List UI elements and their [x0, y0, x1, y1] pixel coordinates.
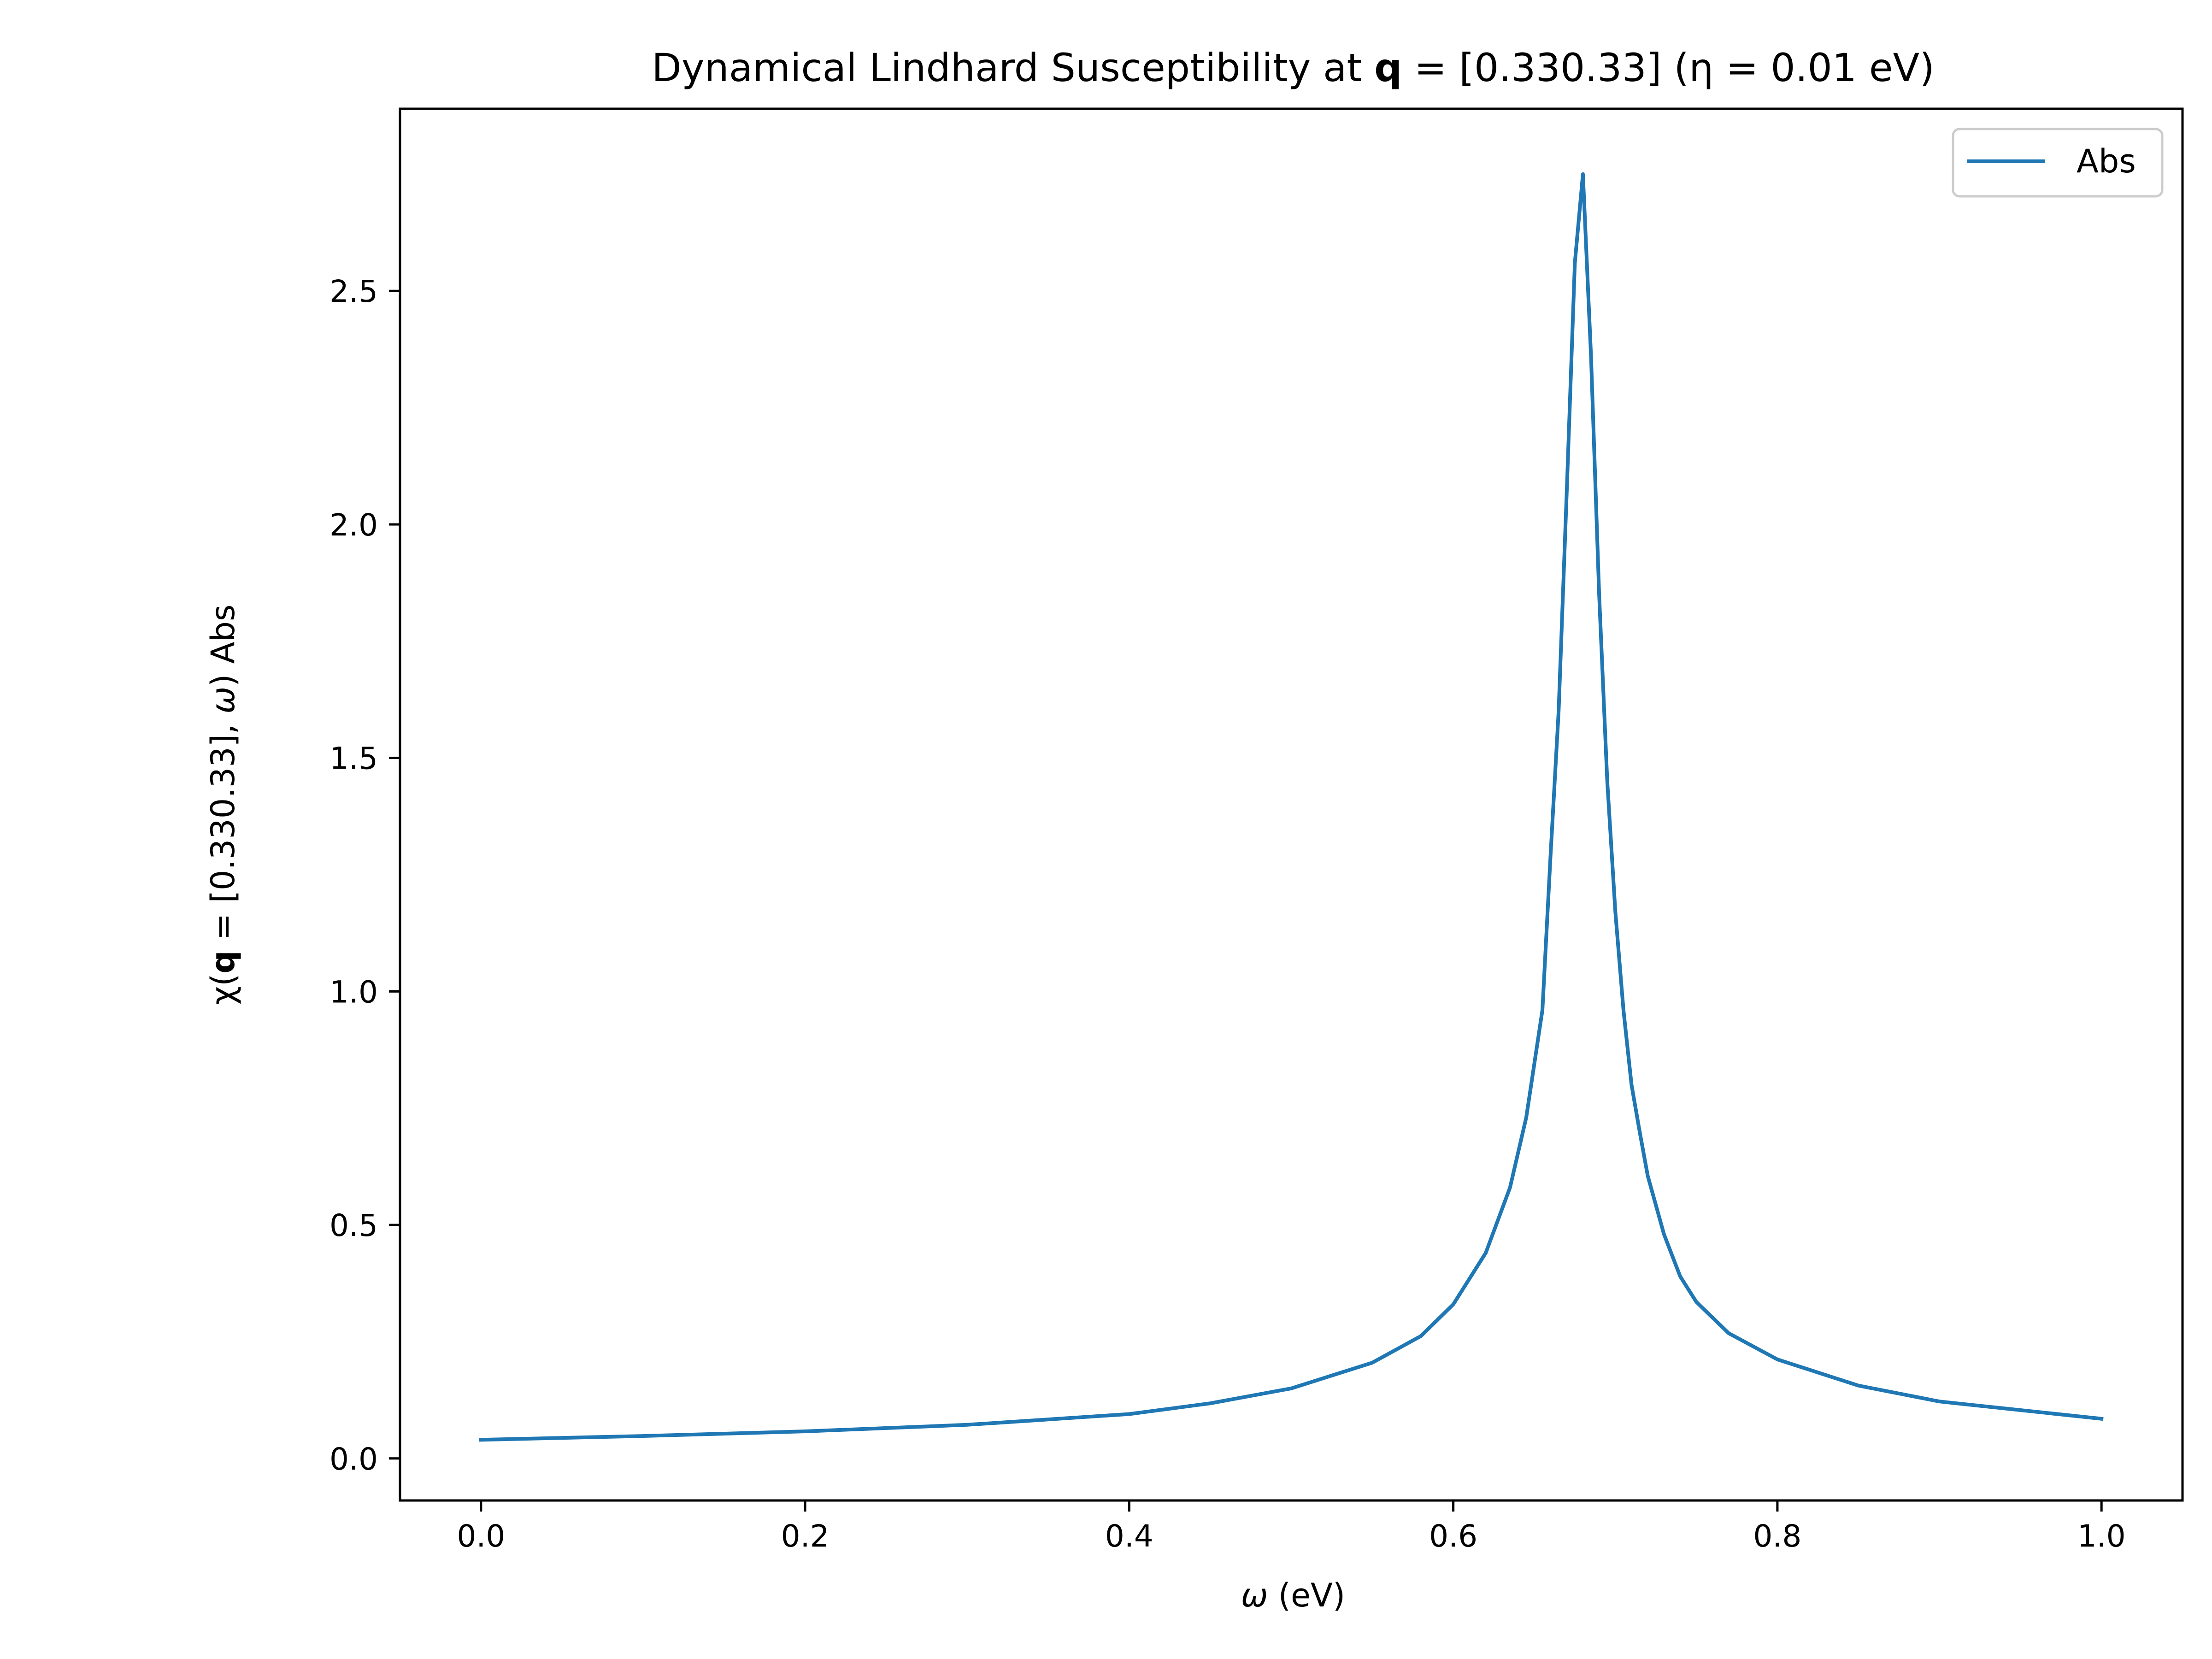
y-axis-label-bold-symbol: q	[204, 951, 242, 974]
chart-title-suffix: = [0.330.33] (η = 0.01 eV)	[1402, 45, 1935, 90]
chart-title-bold-symbol: q	[1374, 45, 1402, 90]
y-axis-label-part3: ) Abs	[204, 605, 242, 687]
series-line-abs	[479, 172, 2104, 1442]
series-layer	[479, 172, 2104, 1442]
chart-title: Dynamical Lindhard Susceptibility at q =…	[652, 45, 1935, 90]
y-tick-label: 2.5	[329, 274, 378, 309]
x-tick-label: 0.0	[457, 1518, 505, 1554]
x-tick-label: 0.2	[781, 1518, 830, 1554]
y-axis-ticks: 0.0 0.5 1.0 1.5 2.0 2.5	[329, 274, 400, 1477]
legend: Abs	[1952, 128, 2164, 198]
x-axis-label-rest: (eV)	[1268, 1577, 1345, 1614]
y-tick-label: 1.5	[329, 741, 378, 777]
chart-title-prefix: Dynamical Lindhard Susceptibility at	[652, 45, 1374, 90]
x-tick-label: 0.6	[1429, 1518, 1477, 1554]
x-tick-label: 1.0	[2077, 1518, 2126, 1554]
y-axis-label-part2: = [0.330.33],	[204, 714, 242, 951]
y-axis-label: χ(q = [0.330.33], ω) Abs	[204, 605, 242, 1005]
legend-label-abs: Abs	[2077, 142, 2136, 180]
plot-area-frame	[399, 107, 2184, 1502]
x-tick-label: 0.8	[1753, 1518, 1801, 1554]
y-tick-label: 0.0	[329, 1441, 378, 1477]
y-tick-label: 1.0	[329, 974, 378, 1010]
y-tick-label: 2.0	[329, 507, 378, 543]
y-axis-label-italic-symbol: ω	[204, 687, 242, 714]
x-axis-label: ω (eV)	[1241, 1577, 1345, 1614]
x-axis-ticks: 0.0 0.2 0.4 0.6 0.8 1.0	[457, 1500, 2126, 1554]
y-tick-label: 0.5	[329, 1208, 378, 1243]
x-tick-label: 0.4	[1105, 1518, 1153, 1554]
x-axis-label-symbol: ω	[1241, 1577, 1268, 1614]
legend-box	[1952, 128, 2164, 198]
y-axis-label-part1: χ(	[204, 974, 242, 1005]
